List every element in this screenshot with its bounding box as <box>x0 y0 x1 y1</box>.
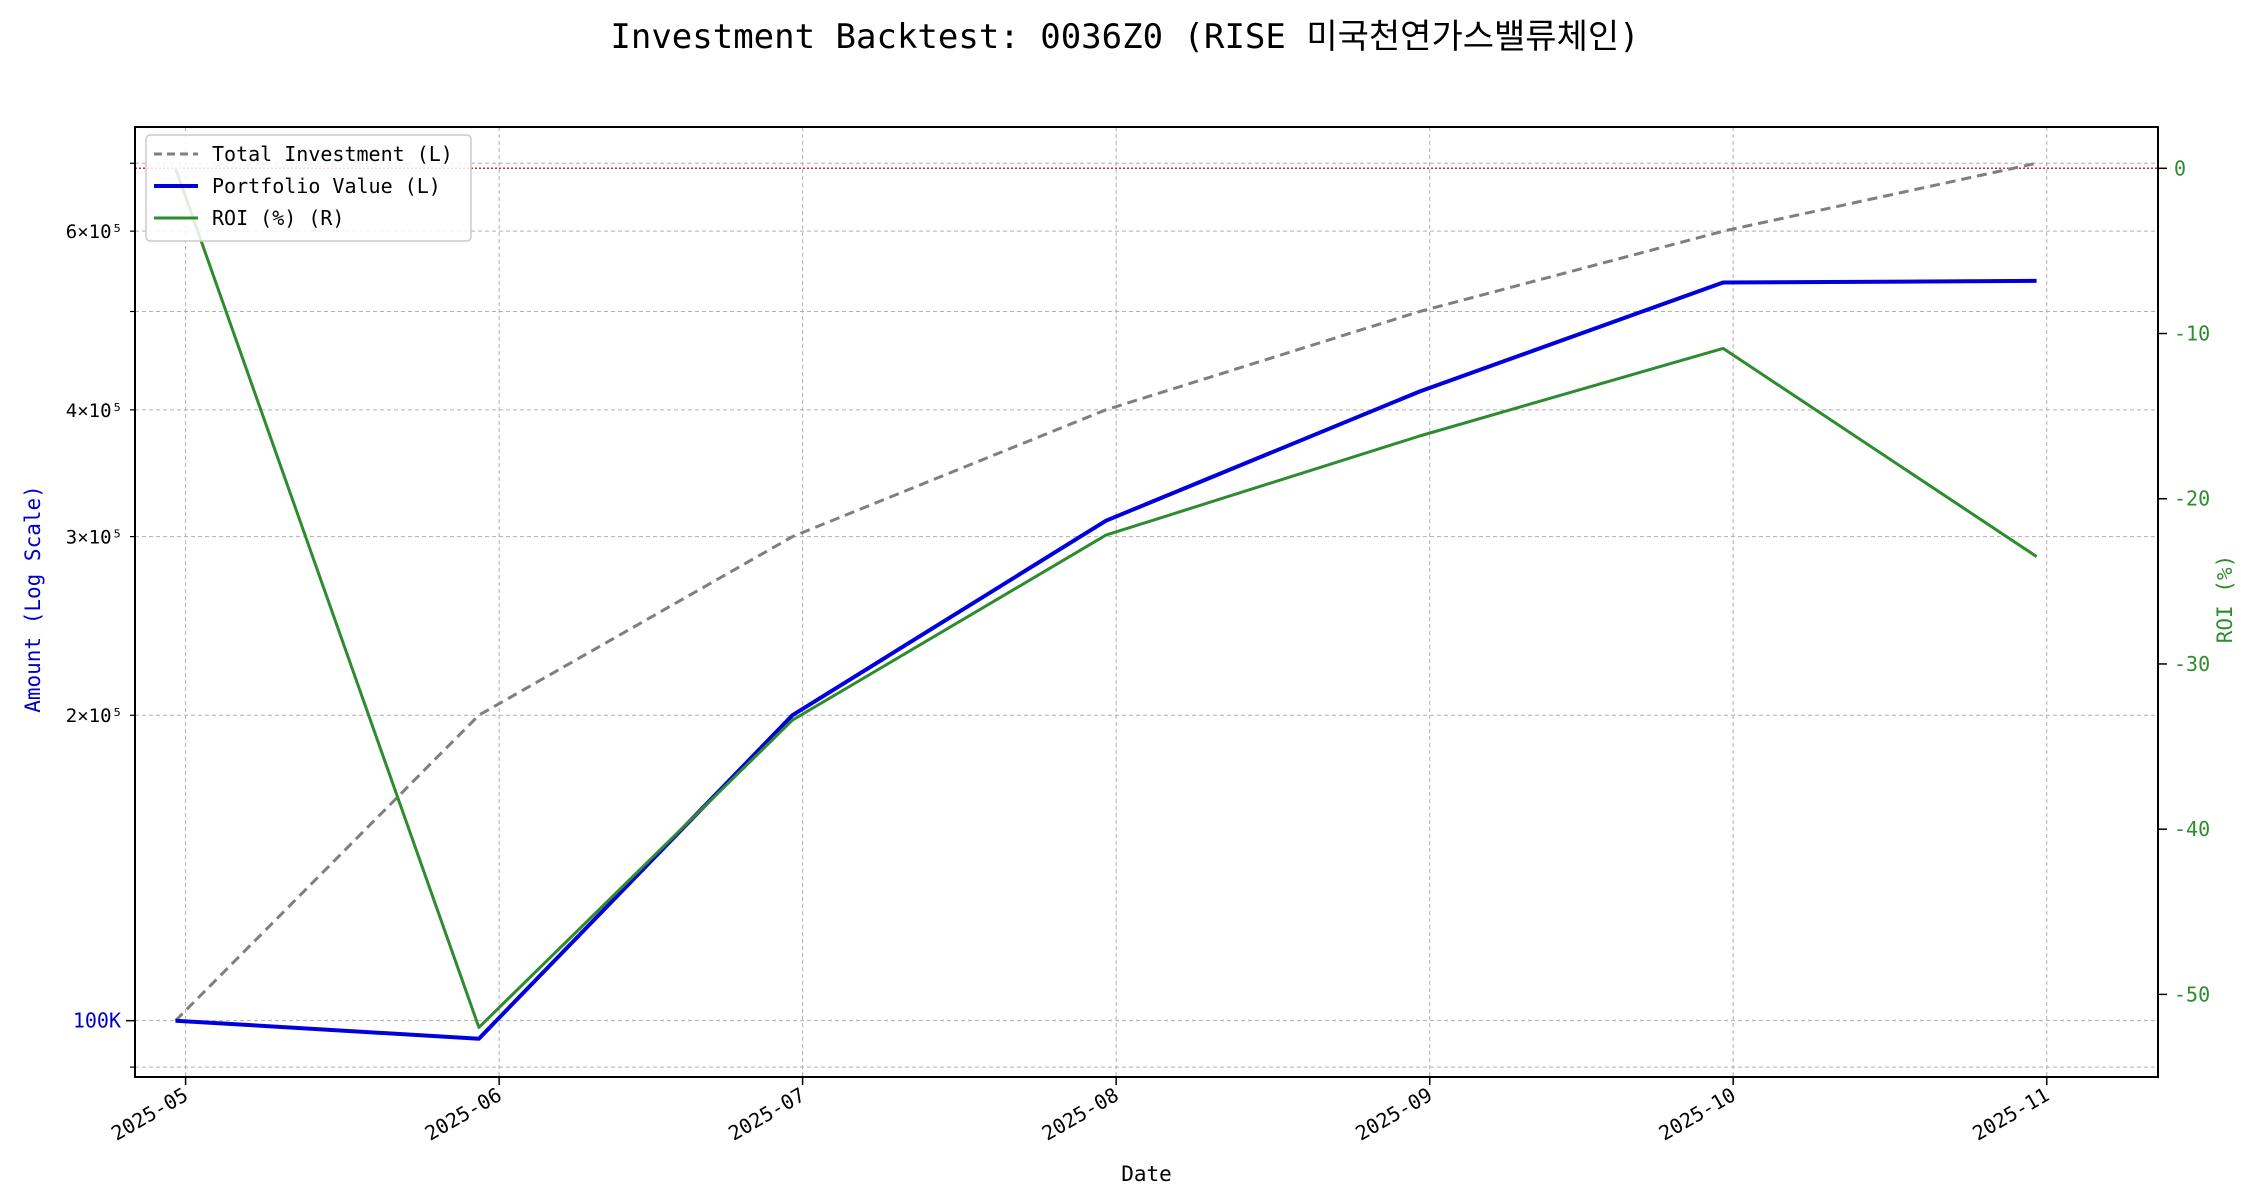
left-tick-label: 6×10⁵ <box>66 221 123 243</box>
right-tick-label: -50 <box>2174 982 2210 1006</box>
right-tick-label: -20 <box>2174 487 2210 511</box>
x-tick-label: 2025-08 <box>1038 1083 1123 1146</box>
right-axis-title: ROI (%) <box>2213 555 2237 644</box>
right-tick-label: -10 <box>2174 322 2210 346</box>
legend-box <box>145 134 472 242</box>
plot-area <box>135 127 2158 1077</box>
x-tick-label: 2025-11 <box>1968 1083 2053 1146</box>
right-tick-label: 0 <box>2174 156 2186 180</box>
x-tick-label: 2025-10 <box>1655 1083 1740 1146</box>
series-line-0 <box>174 161 2037 1022</box>
right-tick-label: -30 <box>2174 652 2210 676</box>
x-tick-label: 2025-07 <box>724 1083 809 1146</box>
chart-title: Investment Backtest: 0036Z0 (RISE 미국천연가스… <box>610 17 1639 57</box>
right-tick-label: -40 <box>2174 817 2210 841</box>
series-line-2 <box>174 167 2038 1029</box>
x-axis-title: Date <box>1121 1162 1172 1186</box>
x-tick-label: 2025-09 <box>1351 1083 1436 1146</box>
legend-label: Total Investment (L) <box>212 142 453 166</box>
left-tick-label: 3×10⁵ <box>66 527 123 549</box>
left-axis-title: Amount (Log Scale) <box>21 485 45 713</box>
left-tick-label: 2×10⁵ <box>66 705 123 727</box>
left-tick-label: 100K <box>73 1009 121 1033</box>
x-tick-label: 2025-06 <box>421 1083 506 1146</box>
series-line-1 <box>175 278 2037 1041</box>
x-tick-label: 2025-05 <box>107 1083 192 1146</box>
plot-frame <box>134 126 2159 1078</box>
legend-label: Portfolio Value (L) <box>212 174 441 198</box>
left-tick-label: 4×10⁵ <box>66 400 123 422</box>
legend-label: ROI (%) (R) <box>212 206 344 230</box>
